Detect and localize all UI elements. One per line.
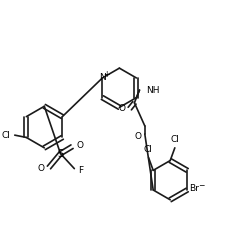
Text: +: + — [103, 70, 110, 79]
Text: Cl: Cl — [144, 145, 153, 154]
Text: O: O — [119, 104, 126, 113]
Text: −: − — [198, 181, 205, 190]
Text: O: O — [134, 132, 141, 141]
Text: Cl: Cl — [171, 135, 180, 144]
Text: N: N — [99, 73, 106, 82]
Text: Cl: Cl — [1, 131, 10, 140]
Text: F: F — [79, 166, 84, 175]
Text: S: S — [57, 149, 64, 159]
Text: O: O — [38, 164, 45, 173]
Text: O: O — [76, 141, 83, 150]
Text: Br: Br — [189, 184, 199, 193]
Text: NH: NH — [146, 86, 159, 94]
